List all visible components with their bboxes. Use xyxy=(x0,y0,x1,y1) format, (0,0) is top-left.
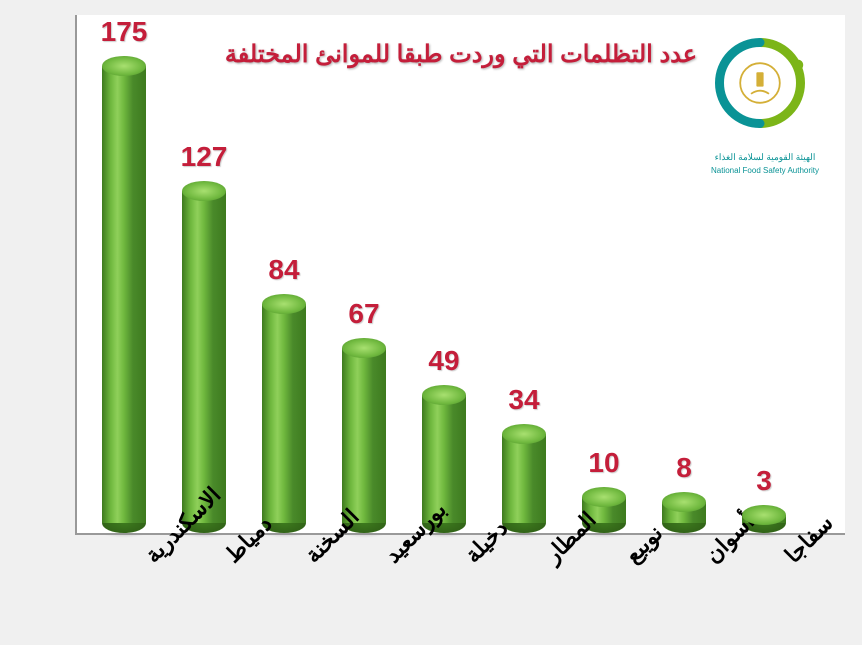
bar-value-label: 8 xyxy=(644,452,724,484)
bar-value-label: 10 xyxy=(564,447,644,479)
cylinder-body xyxy=(182,191,226,523)
bar-value-label: 127 xyxy=(164,141,244,173)
cylinder-body xyxy=(102,66,146,523)
cylinder-top xyxy=(342,338,386,358)
cylinder-top xyxy=(262,294,306,314)
cylinder-body xyxy=(262,304,306,523)
cylinder-body xyxy=(502,434,546,523)
bar-value-label: 34 xyxy=(484,384,564,416)
bar-value-label: 3 xyxy=(724,465,804,497)
bar-value-label: 49 xyxy=(404,345,484,377)
chart-plot-area: عدد التظلمات التي وردت طبقا للموانئ المخ… xyxy=(75,15,845,535)
cylinder-top xyxy=(102,56,146,76)
cylinder-top xyxy=(422,385,466,405)
cylinder-top xyxy=(582,487,626,507)
bar-value-label: 67 xyxy=(324,298,404,330)
cylinder-top xyxy=(662,492,706,512)
cylinder-body xyxy=(342,348,386,523)
bar-value-label: 84 xyxy=(244,254,324,286)
bar-value-label: 175 xyxy=(84,16,164,48)
bars-area: 175 127 84 67 49 xyxy=(77,15,845,533)
